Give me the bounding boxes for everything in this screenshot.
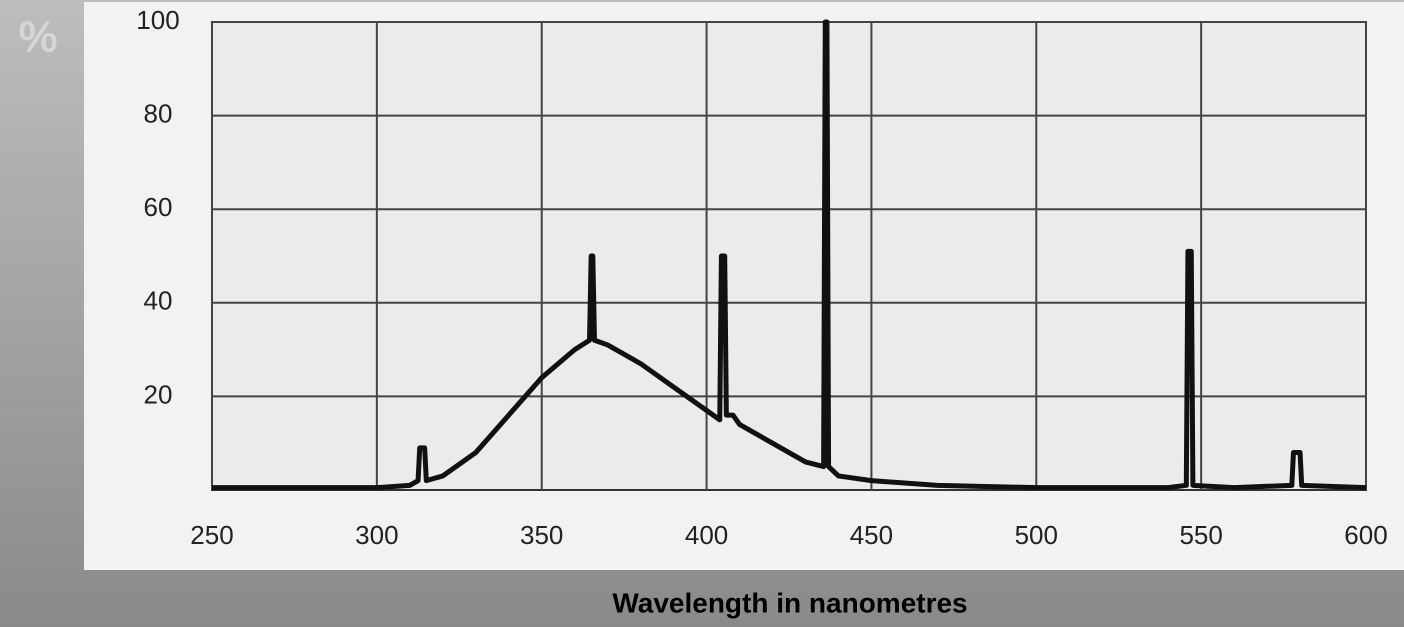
x-axis-label: Wavelength in nanometres [612,587,967,618]
plot-area [211,21,1367,491]
x-tick-label: 400 [685,520,728,550]
spectrum-line [212,19,1367,491]
x-tick-label: 350 [520,520,563,550]
y-tick-label: 80 [144,98,173,128]
x-tick-label: 300 [355,520,398,550]
x-tick-label: 250 [190,520,233,550]
y-axis-label: % [18,13,57,62]
y-tick-label: 100 [136,5,179,35]
x-tick-label: 450 [850,520,893,550]
x-tick-label: 600 [1344,520,1387,550]
x-tick-label: 550 [1179,520,1222,550]
x-tick-label: 500 [1015,520,1058,550]
y-tick-label: 40 [144,286,173,316]
y-tick-label: 20 [144,379,173,409]
y-tick-label: 60 [144,192,173,222]
